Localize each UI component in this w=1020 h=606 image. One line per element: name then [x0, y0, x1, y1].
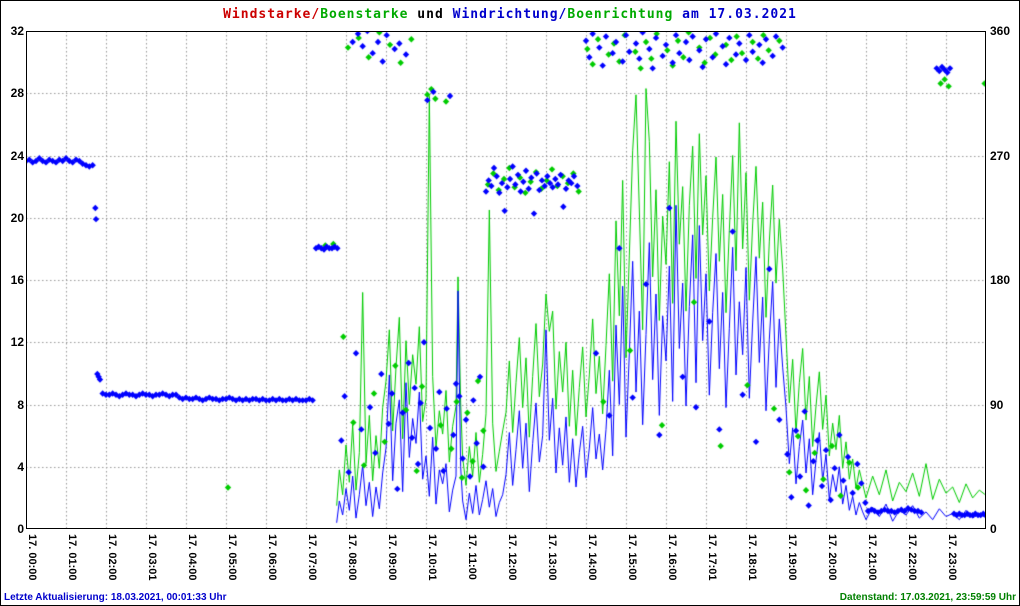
x-tick-label: 17. 23:00 — [946, 534, 958, 581]
chart-canvas — [26, 31, 986, 529]
x-tick-label: 17. 05:00 — [226, 534, 238, 581]
x-tick-label: 17. 06:00 — [266, 534, 278, 581]
x-tick-label: 17. 15:00 — [626, 534, 638, 581]
x-tick-label: 17. 20:00 — [826, 534, 838, 581]
x-tick-label: 17. 07:00 — [306, 534, 318, 581]
x-tick-label: 17. 21:00 — [866, 534, 878, 581]
y-left-tick-label: 32 — [10, 24, 24, 38]
x-tick-label: 17. 04:00 — [186, 534, 198, 581]
x-tick-label: 17. 12:00 — [506, 534, 518, 581]
title-segment: am 17.03.2021 — [673, 7, 797, 22]
x-tick-label: 17. 22:00 — [906, 534, 918, 581]
y-left-tick-label: 0 — [17, 522, 24, 536]
x-tick-label: 17. 13:00 — [546, 534, 558, 581]
x-tick-label: 17. 11:00 — [466, 534, 478, 580]
x-tick-label: 17. 14:00 — [586, 534, 598, 581]
y-left-tick-label: 24 — [10, 148, 24, 163]
y-left-tick-label: 12 — [10, 335, 24, 350]
title-segment: Windrichtung/ — [452, 7, 568, 22]
y-right-tick-label: 0 — [990, 522, 997, 536]
y-left-tick-label: 20 — [10, 210, 24, 225]
data-state-text: Datenstand: 17.03.2021, 23:59:59 Uhr — [839, 592, 1016, 603]
title-segment: Boenrichtung — [567, 7, 674, 22]
title-segment: und — [408, 7, 453, 22]
y-right-tick-label: 90 — [990, 397, 1004, 412]
x-tick-label: 17. 18:01 — [746, 534, 758, 581]
x-tick-label: 17. 00:00 — [26, 534, 38, 581]
x-tick-label: 17. 01:00 — [66, 534, 78, 581]
y-left-tick-label: 28 — [10, 86, 24, 101]
title-segment: Windstarke/ — [223, 7, 321, 22]
y-right-tick-label: 270 — [990, 148, 1011, 163]
chart-title: Windstarke/Boenstarke und Windrichtung/B… — [1, 7, 1019, 22]
y-right-tick-label: 360 — [990, 24, 1011, 38]
y-left-tick-label: 8 — [17, 397, 24, 412]
x-tick-label: 17. 03:01 — [146, 534, 158, 581]
x-tick-label: 17. 10:01 — [426, 534, 438, 581]
x-tick-label: 17. 17:01 — [706, 534, 718, 581]
x-tick-label: 17. 16:00 — [666, 534, 678, 581]
x-tick-label: 17. 02:00 — [106, 534, 118, 581]
y-left-tick-label: 4 — [17, 459, 24, 474]
x-tick-label: 17. 09:00 — [386, 534, 398, 581]
last-update-text: Letzte Aktualisierung: 18.03.2021, 00:01… — [4, 592, 227, 603]
x-tick-label: 17. 08:00 — [346, 534, 358, 581]
title-segment: Boenstarke — [320, 7, 409, 22]
y-right-tick-label: 180 — [990, 273, 1011, 287]
x-tick-label: 17. 19:00 — [786, 534, 798, 581]
y-left-tick-label: 16 — [10, 273, 24, 287]
